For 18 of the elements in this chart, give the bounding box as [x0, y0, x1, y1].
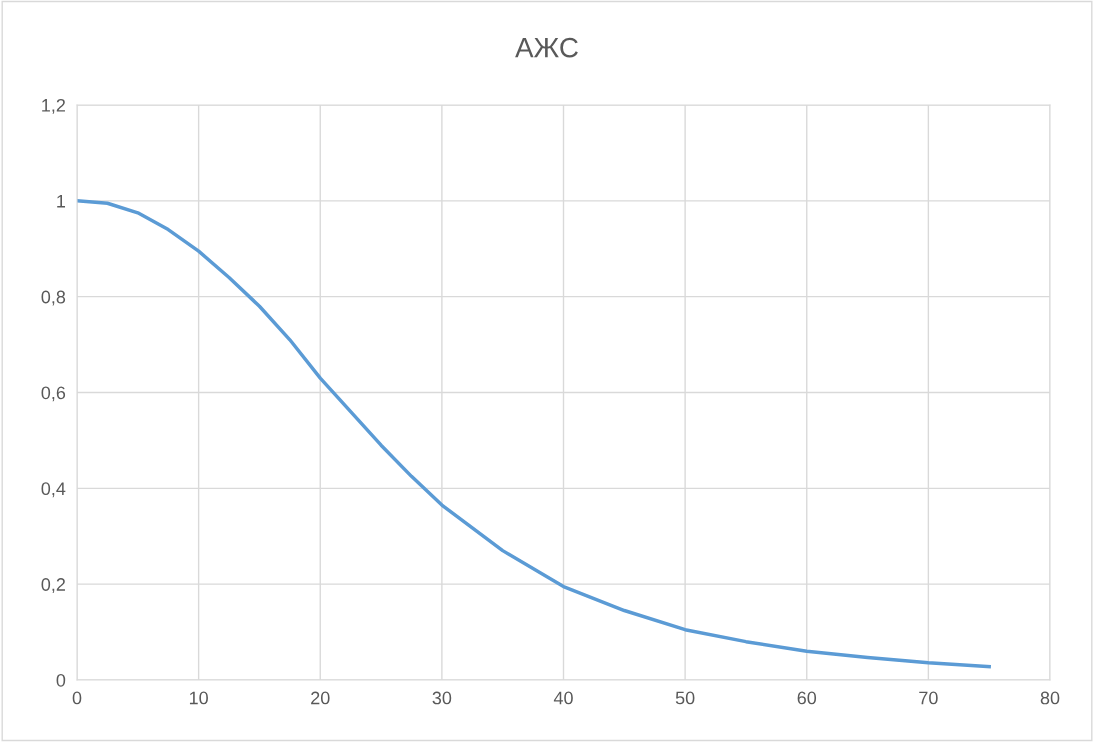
line-series — [77, 199, 991, 669]
x-tick-label: 0 — [72, 691, 82, 705]
x-tick-label: 70 — [919, 691, 938, 705]
x-tick-label: 50 — [675, 691, 695, 705]
y-tick-label: 0,6 — [41, 386, 66, 402]
x-tick-label: 40 — [553, 691, 573, 705]
x-tick-label: 30 — [432, 691, 452, 705]
x-tick-label: 60 — [797, 691, 817, 705]
y-tick-label: 0,8 — [41, 290, 66, 306]
x-tick-label: 80 — [1040, 691, 1060, 705]
y-tick-label: 1,2 — [42, 98, 65, 114]
y-tick-label: 0,4 — [41, 482, 66, 498]
y-tick-label: 0,2 — [41, 578, 65, 594]
x-tick-label: 20 — [311, 691, 330, 705]
y-tick-label: 1 — [57, 194, 66, 208]
x-tick-label: 10 — [189, 691, 208, 705]
chart-title: АЖС — [515, 37, 578, 58]
y-tick-label: 0 — [56, 673, 66, 687]
